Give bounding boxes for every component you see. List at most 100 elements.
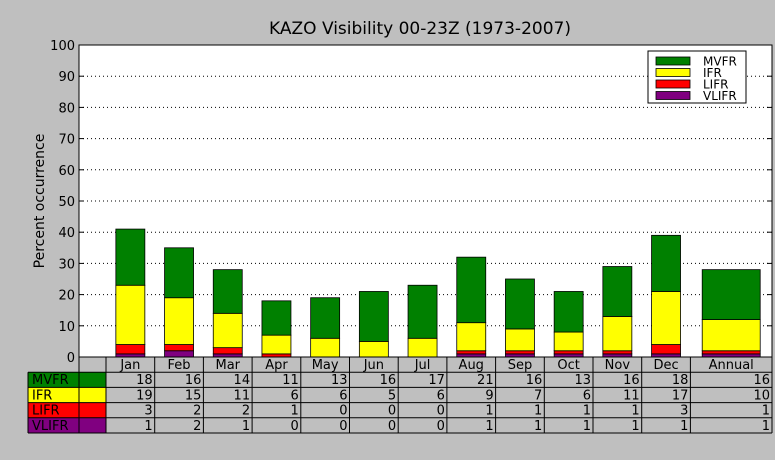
table-cell: 0	[437, 419, 445, 434]
table-cell: 0	[388, 404, 396, 419]
y-tick-label: 30	[58, 257, 75, 272]
table-header-feb: Feb	[168, 358, 191, 373]
table-cell: 13	[574, 373, 591, 388]
table-header-apr: Apr	[265, 358, 288, 373]
table-row-color-vlifr	[28, 417, 106, 433]
table-cell: 1	[680, 419, 688, 434]
table-cell: 17	[672, 388, 689, 403]
table-cell: 1	[583, 404, 591, 419]
table-cell: 5	[388, 388, 396, 403]
table-header-jun: Jun	[363, 358, 384, 373]
table-cell: 13	[331, 373, 348, 388]
table-cell: 11	[282, 373, 299, 388]
table-header-nov: Nov	[605, 358, 631, 373]
legend-swatch-lifr	[655, 79, 691, 89]
table-cell: 1	[534, 404, 542, 419]
y-tick-label: 50	[58, 195, 75, 210]
table-cell: 1	[631, 404, 639, 419]
table-cell: 17	[428, 373, 445, 388]
table-cell: 6	[291, 388, 299, 403]
bar-lifr-nov	[602, 350, 633, 355]
legend-swatch-vlifr	[655, 91, 691, 100]
table-cell: 6	[583, 388, 591, 403]
table-row-label-vlifr: VLIFR	[32, 419, 68, 434]
bar-mvfr-mar	[212, 269, 243, 314]
y-tick-label: 90	[58, 70, 75, 85]
bar-mvfr-sep	[505, 278, 535, 330]
table-cell: 7	[534, 388, 542, 403]
table-cell: 1	[762, 404, 770, 419]
table-cell: 1	[485, 404, 493, 419]
table-cell: 1	[762, 419, 770, 434]
table-cell: 0	[437, 404, 445, 419]
table-row-color-mvfr	[28, 372, 106, 388]
legend-label-lifr: LIFR	[703, 78, 728, 92]
table-cell: 0	[291, 419, 299, 434]
table-row-label-lifr: LIFR	[32, 404, 60, 419]
y-tick-label: 100	[50, 39, 75, 54]
table-cell: 3	[680, 404, 688, 419]
table-cell: 16	[623, 373, 640, 388]
legend-label-mvfr: MVFR	[703, 55, 737, 69]
table-cell: 0	[339, 419, 347, 434]
bar-mvfr-feb	[164, 247, 194, 299]
y-tick-label: 10	[58, 320, 75, 335]
table-cell: 16	[526, 373, 543, 388]
y-tick-label: 40	[58, 226, 75, 241]
y-tick-label: 0	[67, 351, 75, 366]
table-cell: 0	[388, 419, 396, 434]
table-cell: 14	[234, 373, 251, 388]
bar-ifr-jul	[407, 337, 438, 358]
table-header-may: May	[312, 358, 339, 373]
bar-ifr-sep	[505, 328, 535, 352]
legend-label-ifr: IFR	[703, 66, 722, 80]
legend-label-vlifr: VLIFR	[703, 89, 737, 103]
bar-ifr-dec	[651, 291, 681, 345]
table-header-sep: Sep	[508, 358, 533, 373]
table-cell: 16	[753, 373, 770, 388]
table-cell: 16	[380, 373, 397, 388]
table-header-dec: Dec	[653, 358, 678, 373]
bar-vlifr-feb	[164, 350, 194, 358]
bar-lifr-oct	[553, 350, 584, 355]
bar-mvfr-nov	[602, 266, 633, 317]
table-row-color-lifr	[28, 402, 106, 418]
bar-ifr-apr	[261, 334, 292, 355]
table-cell: 0	[339, 404, 347, 419]
bar-mvfr-jan	[115, 228, 146, 286]
table-cell: 15	[185, 388, 202, 403]
bar-lifr-aug	[456, 350, 487, 355]
legend-swatch-ifr	[655, 68, 691, 77]
table-cell: 1	[631, 419, 639, 434]
bar-ifr-may	[310, 337, 341, 358]
bar-ifr-annual	[701, 319, 761, 352]
table-cell: 11	[623, 388, 640, 403]
table-header-jul: Jul	[414, 358, 431, 373]
table-cell: 18	[136, 373, 153, 388]
table-cell: 1	[242, 419, 250, 434]
table-cell: 6	[339, 388, 347, 403]
bar-ifr-jun	[358, 340, 389, 358]
table-cell: 1	[144, 419, 152, 434]
bar-ifr-jan	[115, 284, 146, 345]
table-cell: 10	[753, 388, 770, 403]
y-tick-label: 70	[58, 133, 75, 148]
table-header-oct: Oct	[557, 358, 579, 373]
table-header-aug: Aug	[459, 358, 484, 373]
bar-mvfr-may	[310, 297, 341, 339]
table-cell: 2	[193, 419, 201, 434]
bar-mvfr-jul	[407, 284, 438, 339]
bar-mvfr-dec	[651, 234, 681, 292]
bars	[115, 228, 761, 358]
table-cell: 11	[234, 388, 251, 403]
bar-lifr-annual	[701, 350, 761, 355]
bar-lifr-mar	[212, 347, 243, 355]
bar-ifr-mar	[212, 312, 243, 349]
table-cell: 6	[437, 388, 445, 403]
bar-mvfr-jun	[358, 291, 389, 342]
table-cell: 2	[242, 404, 250, 419]
table-cell: 2	[193, 404, 201, 419]
y-tick-label: 60	[58, 164, 75, 179]
table-cell: 18	[672, 373, 689, 388]
bar-ifr-nov	[602, 316, 633, 352]
